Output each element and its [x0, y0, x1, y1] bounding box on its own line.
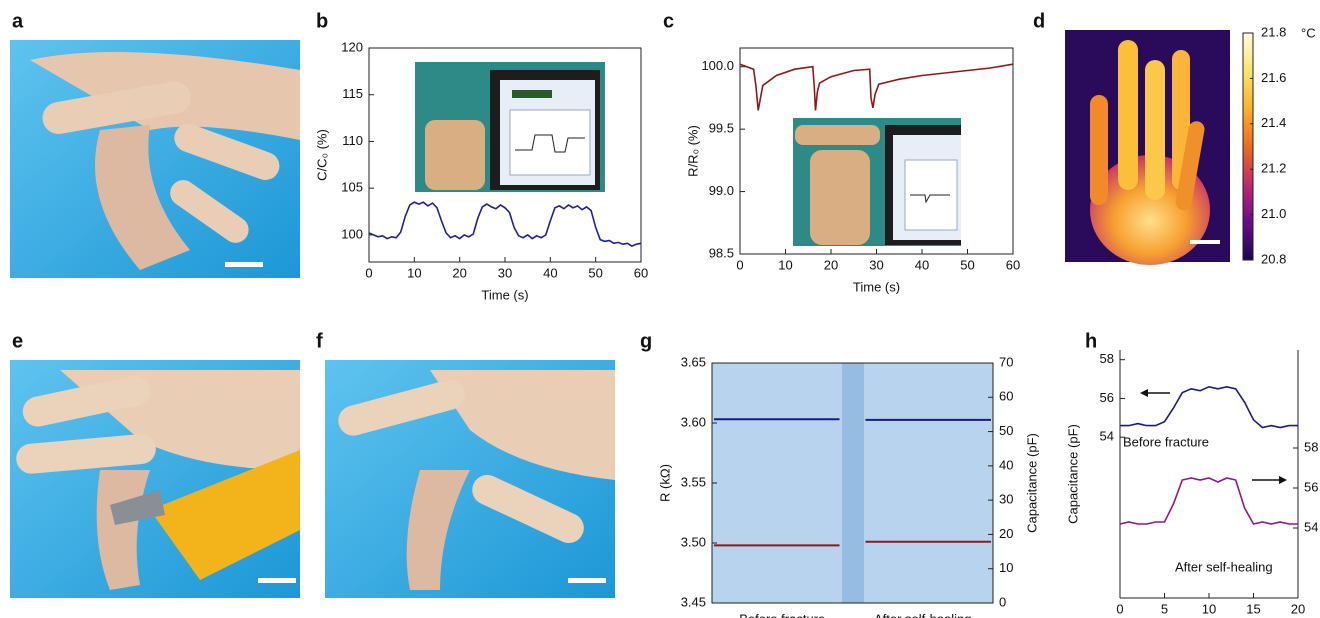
y2-tick-label: 56	[1304, 479, 1318, 494]
y2-tick-label: 20	[999, 526, 1013, 541]
y2-tick-label: 70	[999, 354, 1013, 369]
y-tick-label: 99.0	[709, 183, 734, 198]
x-tick-label: 50	[960, 257, 974, 272]
y-tick-label: 56	[1100, 390, 1114, 405]
plot-background	[712, 363, 993, 603]
y2-tick-label: 40	[999, 457, 1013, 472]
y-tick-label: 3.45	[681, 594, 706, 609]
y-tick-label: 115	[342, 86, 363, 101]
series-line	[740, 64, 1013, 110]
y-tick-label: 110	[342, 133, 363, 148]
y2-tick-label: 60	[999, 389, 1013, 404]
panel-label: c	[663, 10, 674, 32]
panel-label: h	[1085, 330, 1097, 352]
x-tick-label: 10	[1202, 601, 1216, 616]
y-axis-title: R/R₀ (%)	[685, 125, 700, 177]
y2-tick-label: 10	[999, 560, 1013, 575]
photo-e	[10, 360, 300, 598]
y-tick-label: 100	[341, 226, 363, 241]
x-tick-label: 60	[634, 265, 648, 280]
y-tick-label: 105	[341, 180, 363, 195]
panel-label: b	[316, 10, 328, 32]
x-tick-label: 60	[1006, 257, 1020, 272]
series-line	[369, 202, 641, 246]
inset-b	[415, 62, 605, 192]
y-tick-label: 98.5	[709, 245, 734, 260]
y2-axis-title: Capacitance (pF)	[1024, 433, 1039, 533]
x-tick-label: 20	[452, 265, 466, 280]
x-tick-label: 10	[407, 265, 421, 280]
y-tick-label: 100.0	[701, 58, 734, 73]
panel-label: f	[316, 330, 323, 352]
x-tick-label: 50	[588, 265, 602, 280]
x-tick-label: 15	[1246, 601, 1260, 616]
annotation: After self-healing	[1175, 559, 1273, 574]
annotation: Before fracture	[1123, 434, 1209, 449]
colorbar-unit: °C	[1301, 25, 1316, 40]
x-tick-label: 40	[543, 265, 557, 280]
y-tick-label: 99.5	[709, 121, 734, 136]
y2-tick-label: 58	[1304, 439, 1318, 454]
y-tick-label: 3.60	[681, 414, 706, 429]
panel-label: a	[12, 10, 24, 32]
panel-label: d	[1033, 10, 1045, 32]
x-axis-title: Time (s)	[481, 287, 528, 302]
colorbar-tick-label: 21.2	[1261, 161, 1286, 176]
y-tick-label: 120	[341, 39, 363, 54]
panel-label: g	[640, 330, 652, 352]
y-axis-title: Capacitance (pF)	[1065, 424, 1080, 524]
y-tick-label: 3.50	[681, 534, 706, 549]
photo-a	[10, 40, 300, 278]
x-tick-label: 30	[869, 257, 883, 272]
colorbar-tick-label: 21.4	[1261, 115, 1286, 130]
y2-tick-label: 54	[1304, 519, 1318, 534]
x-tick-label: 20	[824, 257, 838, 272]
x-tick-label: 5	[1161, 601, 1168, 616]
x-tick-label: After self-healing	[874, 611, 972, 618]
x-tick-label: 30	[498, 265, 512, 280]
x-tick-label: 0	[365, 265, 372, 280]
inset-c	[793, 118, 961, 246]
colorbar-tick-label: 21.6	[1261, 70, 1286, 85]
y-tick-label: 58	[1100, 351, 1114, 366]
colorbar-tick-label: 20.8	[1261, 251, 1286, 266]
x-tick-label: 0	[736, 257, 743, 272]
x-tick-label: 10	[778, 257, 792, 272]
colorbar	[1243, 33, 1253, 260]
y2-tick-label: 30	[999, 492, 1013, 507]
y-axis-title: C/C₀ (%)	[314, 129, 329, 181]
y-tick-label: 54	[1100, 429, 1114, 444]
series-line	[1120, 478, 1298, 524]
panel-label: e	[12, 330, 23, 352]
y-axis-title: R (kΩ)	[657, 464, 672, 502]
photo-d	[1065, 30, 1230, 265]
y2-tick-label: 50	[999, 423, 1013, 438]
figure: 1001051101151200102030405060Time (s)C/C₀…	[0, 0, 1320, 618]
y-tick-label: 3.65	[681, 354, 706, 369]
photo-f	[325, 360, 615, 598]
x-tick-label: 20	[1291, 601, 1305, 616]
y-tick-label: 3.55	[681, 474, 706, 489]
x-axis-title: Time (s)	[853, 279, 900, 294]
colorbar-tick-label: 21.8	[1261, 24, 1286, 39]
x-tick-label: 0	[1116, 601, 1123, 616]
colorbar-tick-label: 21.0	[1261, 206, 1286, 221]
x-tick-label: Before fracture	[739, 611, 825, 618]
y2-tick-label: 0	[999, 594, 1006, 609]
x-tick-label: 40	[915, 257, 929, 272]
